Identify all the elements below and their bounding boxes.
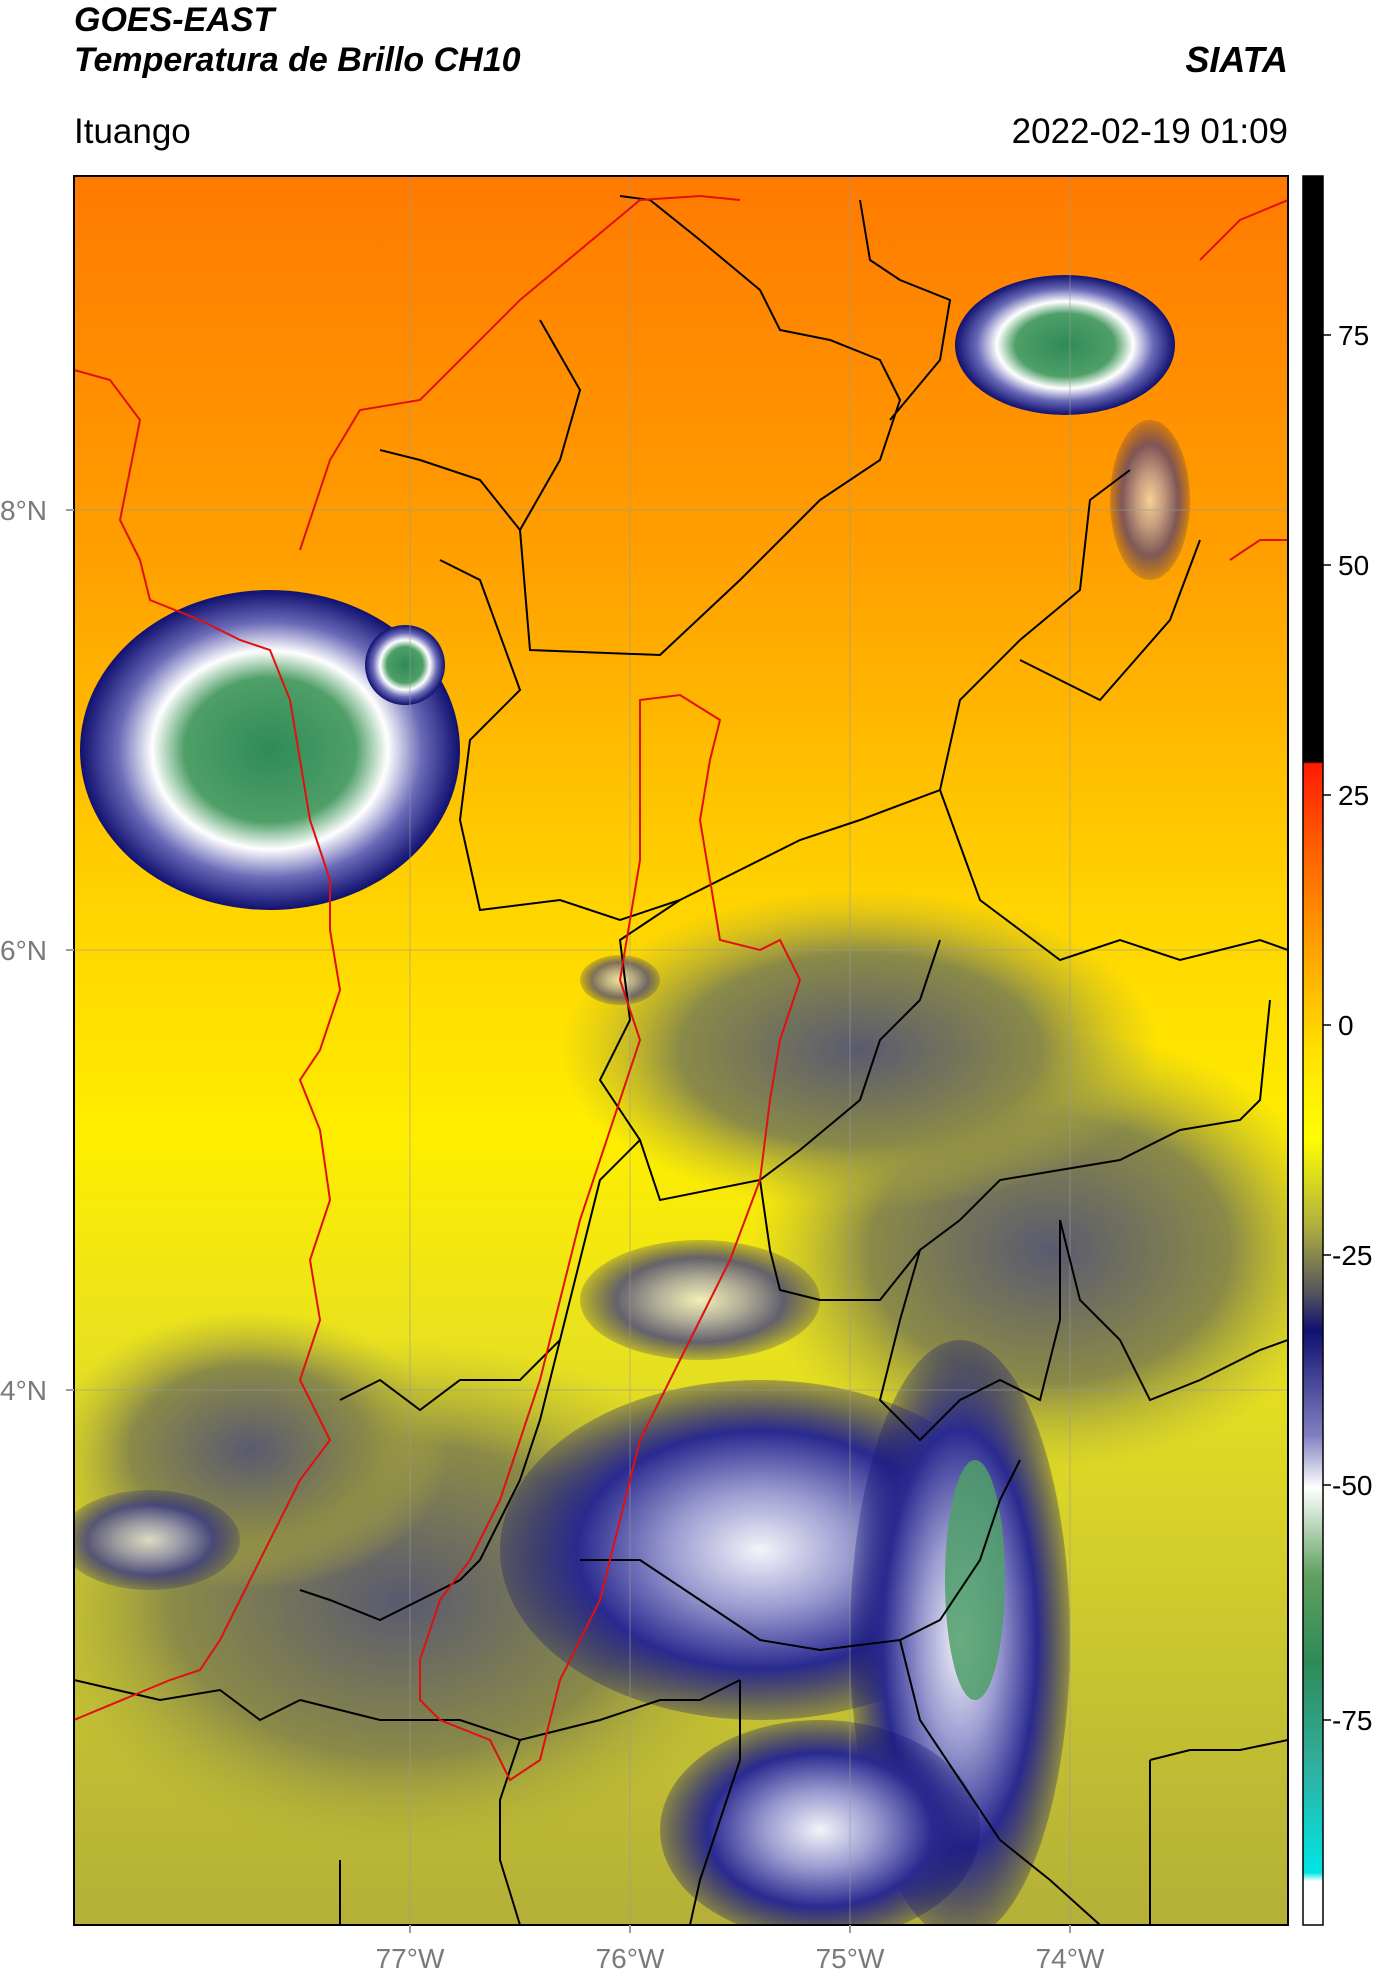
colorbar-tick-0: 0 [1338,1010,1354,1041]
product-title: Temperatura de Brillo CH10 [74,41,521,79]
lon-label-75W: 75°W [816,1943,885,1974]
lon-label-74W: 74°W [1036,1943,1105,1974]
colorbar-tick-minus25: -25 [1332,1240,1372,1271]
datetime-label: 2022-02-19 01:09 [1011,112,1288,151]
lon-label-76W: 76°W [596,1943,665,1974]
colorbar-tick-minus50: -50 [1332,1470,1372,1501]
temperature-field [74,176,1288,1925]
lat-label-6N: 6°N [0,935,47,966]
colorbar-tick-75: 75 [1338,320,1369,351]
colorbar-tick-minus75: -75 [1332,1705,1372,1736]
lon-label-77W: 77°W [376,1943,445,1974]
colorbar-tick-50: 50 [1338,550,1369,581]
graticule [74,176,1288,1925]
location-label: Ituango [74,112,191,151]
lat-label-8N: 8°N [0,495,47,526]
colorbar-tick-25: 25 [1338,780,1369,811]
colorbar-scale [1302,175,1324,1926]
lat-label-4N: 4°N [0,1375,47,1406]
map-frame [73,175,1289,1926]
agency-label: SIATA [1185,39,1288,80]
coastline [74,194,1288,1782]
colorbar: 75 50 25 0 -25 -50 -75 [1302,175,1372,1926]
satellite-title: GOES-EAST [74,1,275,39]
